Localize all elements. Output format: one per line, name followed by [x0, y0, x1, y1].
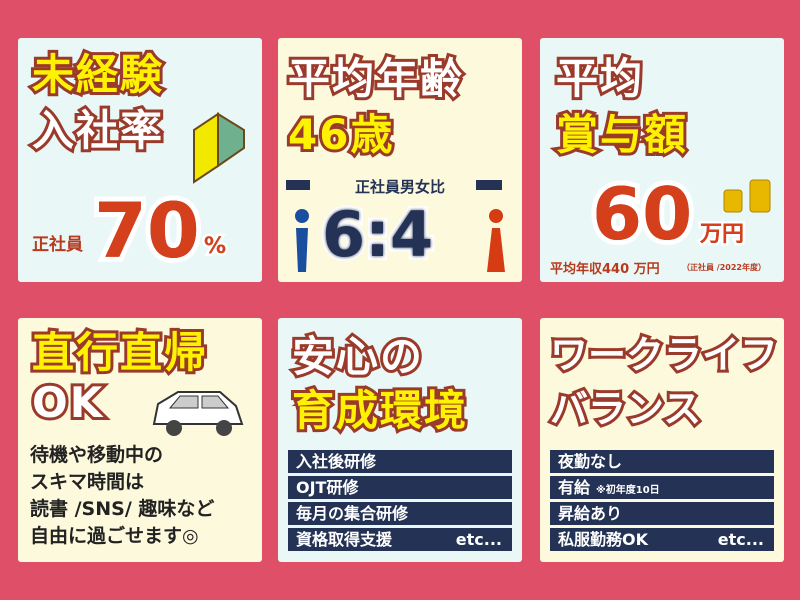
- female-ratio: 4: [386, 194, 437, 275]
- panel-title-line1: 安心の: [289, 332, 425, 381]
- percent-unit: %: [201, 232, 228, 262]
- hire-rate-value: 70: [89, 181, 205, 280]
- panel-title-line2: OK: [29, 378, 105, 427]
- panel-title-line1: ワークライフ: [547, 333, 781, 377]
- panel-title-line1: 平均年齢: [285, 54, 465, 103]
- panel-title-line1: 未経験: [29, 50, 165, 99]
- panel-title-line2: バランス: [547, 387, 704, 431]
- panel-title-line1: 平均: [553, 54, 645, 103]
- list-item: OJT研修: [288, 476, 512, 499]
- divider: [476, 180, 502, 190]
- list-item: 有給 ※初年度10日: [550, 476, 774, 499]
- coins-icon: [723, 179, 771, 213]
- list-item: 夜勤なし: [550, 450, 774, 473]
- ratio-separator: :: [361, 194, 394, 275]
- description: 待機や移動中の スキマ時間は 読書 /SNS/ 趣味など 自由に過ごせます◎: [30, 442, 214, 550]
- panel-average-bonus: 平均 賞与額 60 万円 平均年収440 万円 （正社員 /2022年度）: [540, 38, 784, 282]
- annual-income-scope: （正社員 /2022年度）: [682, 263, 766, 272]
- description-line: 読書 /SNS/ 趣味など: [30, 498, 215, 520]
- bonus-value: 60: [587, 167, 697, 261]
- annual-income-note: 平均年収440 万円: [550, 262, 660, 277]
- panel-title-line1: 直行直帰: [29, 328, 209, 377]
- description-line: 待機や移動中の: [30, 444, 164, 466]
- beginner-mark-icon: [193, 112, 245, 184]
- panel-average-age: 平均年齢 46歳 正社員男女比 6:4: [278, 38, 522, 282]
- panel-direct-commute: 直行直帰 OK 待機や移動中の スキマ時間は 読書 /SNS/ 趣味など 自由に…: [18, 318, 262, 562]
- panel-title-line2: 入社率: [29, 106, 165, 155]
- list-item: 昇給あり: [550, 502, 774, 525]
- paid-leave-note: ※初年度10日: [596, 485, 660, 496]
- car-icon: [152, 391, 244, 436]
- description-line: スキマ時間は: [30, 471, 145, 493]
- divider: [286, 180, 310, 190]
- male-icon: [295, 209, 309, 272]
- list-item: 入社後研修: [288, 450, 512, 473]
- list-item: 資格取得支援 etc...: [288, 528, 512, 551]
- panel-training: 安心の 育成環境 入社後研修 OJT研修 毎月の集合研修 資格取得支援 etc..…: [278, 318, 522, 562]
- list-item: 毎月の集合研修: [288, 502, 512, 525]
- employee-label: 正社員: [32, 235, 83, 255]
- panel-work-life-balance: ワークライフ バランス 夜勤なし 有給 ※初年度10日 昇給あり 私服勤務OK et…: [540, 318, 784, 562]
- list-item: 私服勤務OK etc...: [550, 528, 774, 551]
- description-line: 自由に過ごせます◎: [30, 525, 199, 547]
- panel-title-line2: 賞与額: [553, 110, 689, 159]
- panel-inexperienced-hire-rate: 未経験 入社率 正社員 70 %: [18, 38, 262, 282]
- male-ratio: 6: [318, 194, 369, 275]
- gender-ratio: 6:4: [318, 194, 437, 275]
- gender-ratio-label: 正社員男女比: [354, 178, 445, 196]
- female-icon: [487, 209, 505, 272]
- panel-title-line2: 育成環境: [289, 386, 469, 435]
- bonus-unit: 万円: [697, 220, 746, 250]
- panel-title-line2: 46歳: [285, 110, 395, 159]
- etc-label: etc...: [455, 530, 502, 549]
- etc-label: etc...: [717, 530, 764, 549]
